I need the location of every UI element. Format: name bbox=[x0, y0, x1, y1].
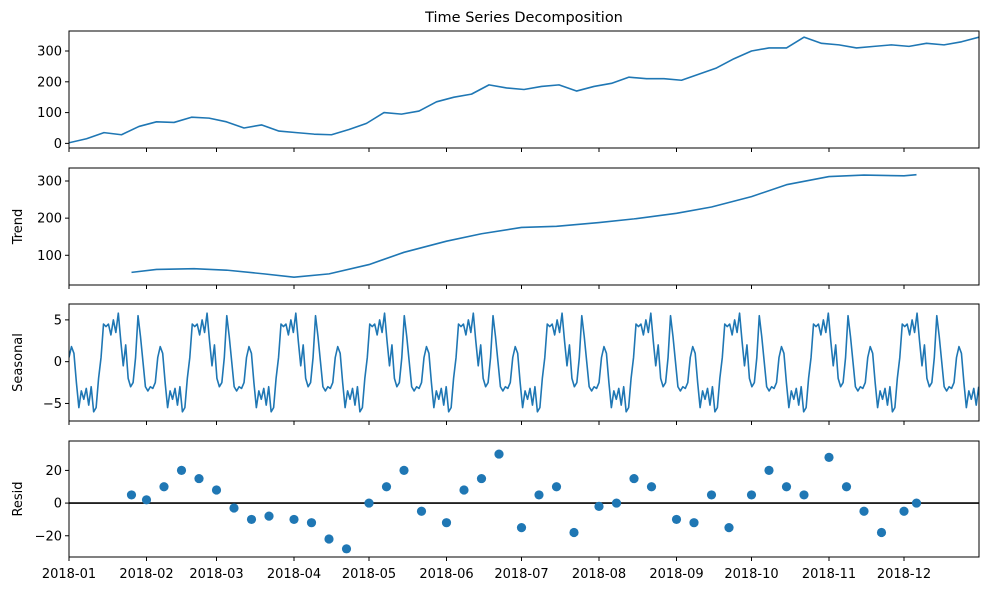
xtick-label: 2018-02 bbox=[119, 567, 173, 582]
resid-point bbox=[899, 506, 909, 516]
resid-point bbox=[859, 506, 869, 516]
ytick-label-observed: 0 bbox=[54, 137, 62, 152]
resid-point bbox=[724, 522, 734, 533]
resid-point bbox=[441, 518, 452, 528]
axes-frame-observed bbox=[68, 30, 980, 149]
resid-point bbox=[764, 465, 774, 476]
resid-point bbox=[341, 544, 352, 554]
ytick-label-seasonal: 0 bbox=[54, 355, 62, 370]
panel-resid: −20 0 20 2018-01 2018-02 2018-03 2018-04 2018-0… bbox=[11, 440, 980, 582]
resid-point bbox=[459, 485, 469, 495]
plot-area-seasonal bbox=[69, 312, 979, 413]
resid-point bbox=[671, 514, 682, 525]
resid-point bbox=[841, 482, 852, 492]
resid-point bbox=[416, 506, 427, 516]
xtick-label: 2018-01 bbox=[42, 567, 96, 582]
panels: 0100200300100200300Trend−505Seasonal−200… bbox=[11, 30, 980, 582]
ytick-label-seasonal: −5 bbox=[43, 397, 62, 412]
xtick-label: 2018-09 bbox=[649, 567, 703, 582]
resid-point bbox=[126, 490, 137, 500]
resid-point bbox=[824, 452, 834, 462]
ytick-label-trend: 300 bbox=[37, 175, 62, 190]
chart-title: Time Series Decomposition bbox=[424, 10, 623, 26]
resid-point bbox=[476, 473, 487, 484]
resid-point bbox=[246, 514, 257, 525]
resid-point bbox=[569, 527, 579, 538]
ytick-label-seasonal: 5 bbox=[54, 313, 62, 328]
xtick-label: 2018-10 bbox=[724, 567, 778, 582]
ylabel-seasonal: Seasonal bbox=[11, 333, 26, 392]
xtick-label: 2018-11 bbox=[802, 567, 856, 582]
resid-point bbox=[494, 449, 504, 459]
resid-point bbox=[381, 482, 392, 492]
axes-frame-resid bbox=[68, 440, 980, 558]
resid-point bbox=[799, 490, 809, 500]
resid-point bbox=[194, 473, 204, 484]
resid-point bbox=[516, 522, 527, 533]
resid-point bbox=[159, 482, 169, 492]
panel-observed: 0 100 200 300 bbox=[37, 30, 980, 152]
ytick-label-resid: −20 bbox=[35, 529, 62, 544]
resid-point bbox=[689, 518, 699, 528]
resid-point bbox=[289, 514, 299, 525]
resid-point bbox=[706, 490, 717, 500]
observed-series-line bbox=[69, 36, 979, 144]
panel-seasonal: −5 0 5 Seasonal bbox=[11, 303, 980, 425]
xtick-label: 2018-03 bbox=[189, 567, 243, 582]
resid-point bbox=[324, 534, 334, 544]
plot-area-observed bbox=[69, 36, 979, 144]
ytick-label-resid: 20 bbox=[45, 464, 62, 479]
ytick-label-observed: 300 bbox=[37, 45, 62, 60]
resid-point bbox=[399, 465, 409, 476]
resid-point bbox=[746, 490, 757, 500]
resid-point bbox=[176, 465, 187, 476]
resid-point bbox=[229, 503, 239, 513]
plot-area-trend bbox=[131, 173, 917, 279]
panel-trend: 100 200 300 Trend bbox=[11, 167, 980, 289]
ytick-label-trend: 200 bbox=[37, 212, 62, 227]
resid-point bbox=[611, 498, 622, 508]
trend-series-line bbox=[131, 173, 917, 279]
xtick-label: 2018-08 bbox=[572, 567, 626, 582]
ytick-label-resid: 0 bbox=[54, 497, 62, 512]
xtick-label: 2018-05 bbox=[342, 567, 396, 582]
resid-point bbox=[364, 498, 374, 508]
resid-point bbox=[629, 473, 639, 484]
xtick-label: 2018-07 bbox=[494, 567, 548, 582]
ylabel-resid: Resid bbox=[11, 481, 26, 516]
resid-point bbox=[211, 485, 222, 495]
ytick-label-observed: 100 bbox=[37, 106, 62, 121]
resid-point bbox=[781, 482, 792, 492]
seasonal-series-line bbox=[69, 312, 979, 413]
resid-point bbox=[141, 495, 152, 505]
xtick-label: 2018-06 bbox=[419, 567, 473, 582]
ytick-label-observed: 200 bbox=[37, 75, 62, 90]
resid-point bbox=[876, 527, 887, 538]
axes-frame-seasonal bbox=[68, 303, 980, 422]
resid-point bbox=[594, 501, 604, 511]
resid-point bbox=[306, 518, 317, 528]
xtick-label: 2018-12 bbox=[877, 567, 931, 582]
plot-area-resid bbox=[69, 449, 979, 554]
ytick-label-trend: 100 bbox=[37, 249, 62, 264]
resid-point bbox=[646, 482, 657, 492]
axes-frame-trend bbox=[68, 167, 980, 286]
resid-point bbox=[534, 490, 544, 500]
resid-point bbox=[264, 511, 274, 521]
ylabel-trend: Trend bbox=[11, 209, 26, 246]
resid-point bbox=[911, 498, 922, 508]
xtick-label: 2018-04 bbox=[267, 567, 321, 582]
resid-point bbox=[551, 482, 562, 492]
